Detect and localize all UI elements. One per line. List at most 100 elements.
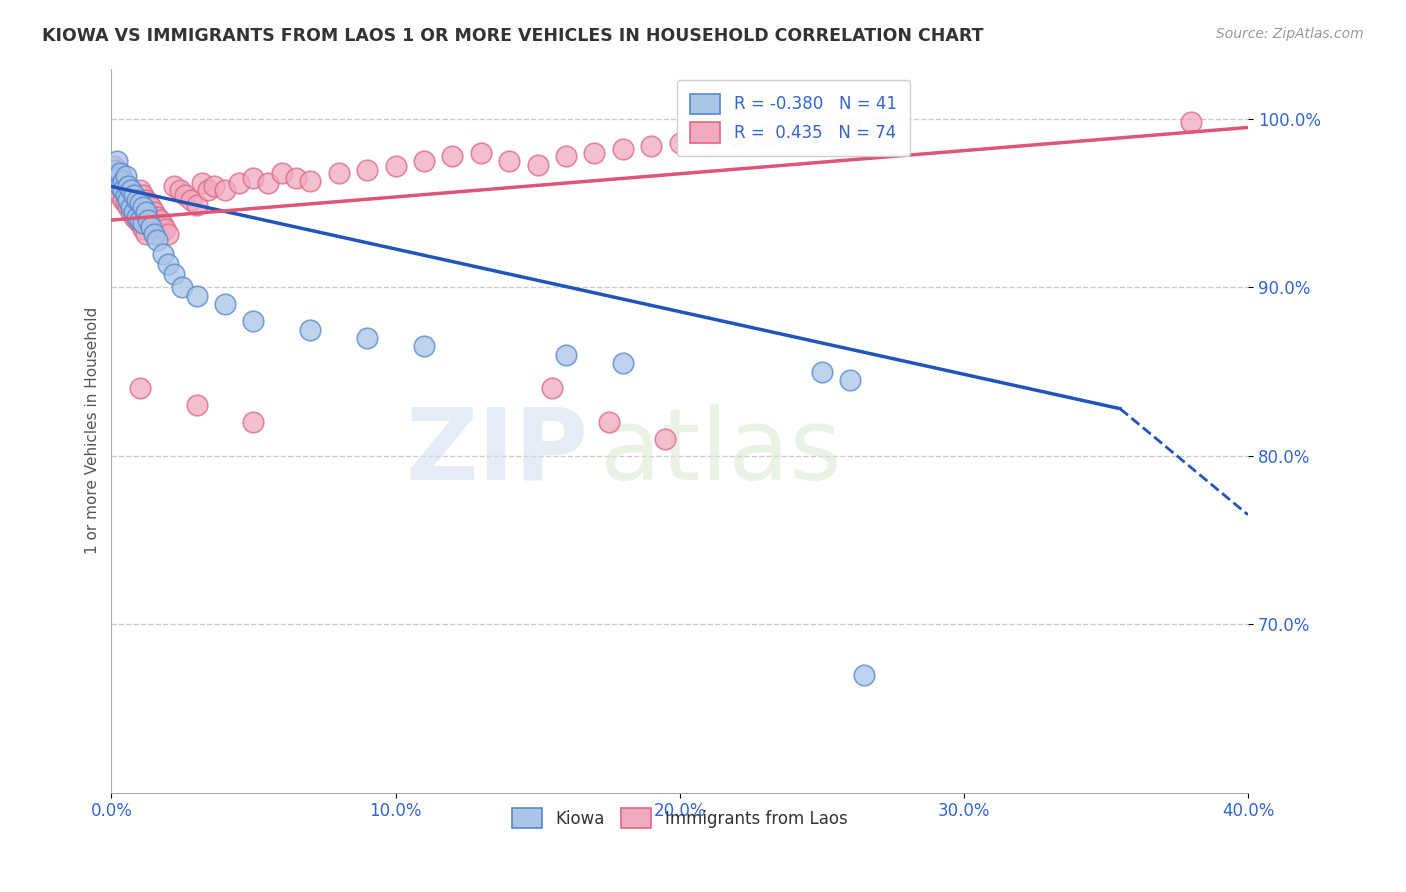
Point — [782, 126, 804, 140]
Point — [152, 246, 174, 260]
Point — [134, 227, 156, 241]
Point — [174, 187, 197, 202]
Point — [169, 183, 191, 197]
Text: KIOWA VS IMMIGRANTS FROM LAOS 1 OR MORE VEHICLES IN HOUSEHOLD CORRELATION CHART: KIOWA VS IMMIGRANTS FROM LAOS 1 OR MORE … — [42, 27, 984, 45]
Point — [131, 187, 153, 202]
Point — [128, 213, 150, 227]
Point — [197, 183, 219, 197]
Point — [120, 204, 142, 219]
Point — [143, 227, 166, 241]
Point — [157, 257, 180, 271]
Point — [125, 196, 148, 211]
Point — [202, 179, 225, 194]
Point — [125, 193, 148, 207]
Point — [105, 154, 128, 169]
Point — [111, 183, 134, 197]
Point — [191, 176, 214, 190]
Point — [134, 193, 156, 207]
Point — [105, 162, 128, 177]
Point — [384, 159, 406, 173]
Point — [146, 210, 169, 224]
Point — [114, 169, 136, 184]
Point — [108, 179, 131, 194]
Point — [299, 174, 322, 188]
Point — [810, 124, 832, 138]
Point — [131, 221, 153, 235]
Point — [413, 339, 436, 353]
Point — [640, 139, 662, 153]
Point — [128, 196, 150, 211]
Point — [122, 204, 145, 219]
Point — [270, 166, 292, 180]
Point — [853, 667, 876, 681]
Point — [141, 200, 163, 214]
Legend: Kiowa, Immigrants from Laos: Kiowa, Immigrants from Laos — [505, 801, 853, 835]
Text: atlas: atlas — [600, 404, 842, 500]
Point — [114, 178, 136, 192]
Point — [214, 183, 236, 197]
Point — [668, 136, 690, 150]
Point — [122, 187, 145, 202]
Point — [498, 154, 520, 169]
Point — [103, 179, 125, 194]
Point — [470, 145, 492, 160]
Point — [103, 162, 125, 177]
Point — [285, 171, 308, 186]
Y-axis label: 1 or more Vehicles in Household: 1 or more Vehicles in Household — [86, 307, 100, 554]
Point — [214, 297, 236, 311]
Point — [117, 200, 139, 214]
Point — [128, 382, 150, 396]
Point — [120, 200, 142, 214]
Point — [108, 166, 131, 180]
Point — [356, 162, 378, 177]
Point — [138, 213, 160, 227]
Point — [128, 217, 150, 231]
Point — [117, 183, 139, 197]
Point — [1180, 115, 1202, 129]
Point — [131, 217, 153, 231]
Point — [163, 267, 186, 281]
Point — [413, 154, 436, 169]
Point — [131, 200, 153, 214]
Point — [654, 432, 676, 446]
Point — [526, 157, 548, 171]
Point — [328, 166, 350, 180]
Point — [120, 183, 142, 197]
Point — [157, 227, 180, 241]
Point — [120, 187, 142, 202]
Point — [111, 193, 134, 207]
Text: Source: ZipAtlas.com: Source: ZipAtlas.com — [1216, 27, 1364, 41]
Point — [697, 132, 720, 146]
Point — [114, 196, 136, 211]
Point — [725, 128, 748, 143]
Point — [242, 171, 264, 186]
Point — [180, 193, 202, 207]
Point — [839, 120, 862, 135]
Point — [125, 213, 148, 227]
Point — [186, 289, 208, 303]
Point — [256, 176, 278, 190]
Point — [839, 373, 862, 387]
Point — [155, 221, 177, 235]
Point — [128, 183, 150, 197]
Point — [105, 171, 128, 186]
Point — [103, 159, 125, 173]
Text: ZIP: ZIP — [406, 404, 589, 500]
Point — [117, 179, 139, 194]
Point — [108, 166, 131, 180]
Point — [117, 193, 139, 207]
Point — [555, 149, 578, 163]
Point — [242, 314, 264, 328]
Point — [111, 172, 134, 186]
Point — [146, 233, 169, 247]
Point — [138, 196, 160, 211]
Point — [125, 210, 148, 224]
Point — [163, 179, 186, 194]
Point — [108, 187, 131, 202]
Point — [105, 183, 128, 197]
Point — [172, 280, 194, 294]
Point — [242, 415, 264, 429]
Point — [612, 356, 634, 370]
Point — [540, 382, 562, 396]
Point — [754, 128, 776, 143]
